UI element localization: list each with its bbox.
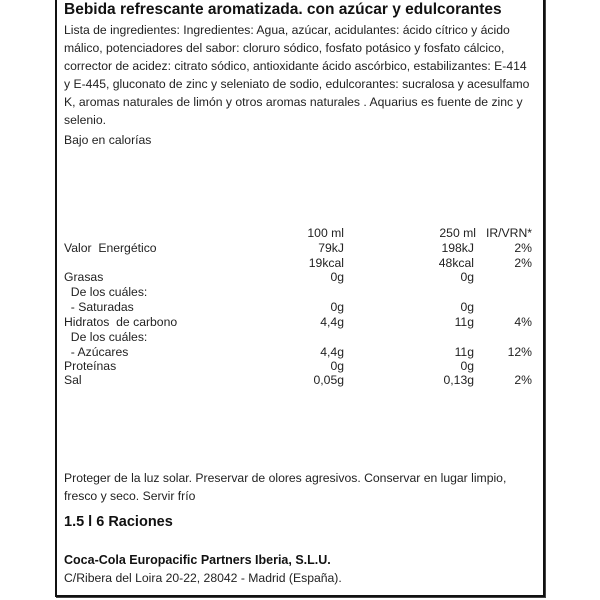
value-ir-vrn: 4% (514, 315, 532, 329)
value-250ml: 48kcal (438, 256, 474, 270)
nutrient-name: Hidratos de carbono (64, 315, 178, 329)
header-100ml: 100 ml (307, 226, 344, 240)
value-100ml: 19kcal (308, 256, 344, 270)
value-ir-vrn: 2% (514, 241, 532, 255)
company-address: C/Ribera del Loira 20-22, 28042 - Madrid… (64, 571, 342, 585)
nutrition-row: Valor Energético 79kJ 198kJ 2% (64, 241, 534, 256)
nutrient-name: Sal (64, 373, 82, 387)
nutrition-row: Proteínas 0g 0g (64, 359, 534, 374)
value-100ml: 0,05g (313, 373, 345, 387)
value-100ml: 79kJ (318, 241, 344, 255)
value-250ml: 11g (454, 345, 474, 359)
package-size: 1.5 l 6 Raciones (64, 514, 173, 530)
nutrient-name: - Azúcares (64, 345, 129, 359)
nutrient-name: - Saturadas (64, 300, 134, 314)
value-ir-vrn: 2% (514, 256, 532, 270)
value-250ml: 198kJ (441, 241, 474, 255)
header-ir-vrn: IR/VRN* (485, 226, 532, 240)
value-ir-vrn: 12% (507, 345, 532, 359)
product-title: Bebida refrescante aromatizada. con azúc… (64, 1, 502, 18)
value-250ml: 0,13g (443, 373, 475, 387)
nutrient-name: De los cuáles: (64, 285, 148, 299)
value-ir-vrn: 2% (514, 373, 532, 387)
value-100ml: 0g (330, 300, 344, 314)
value-250ml: 0g (460, 270, 474, 284)
nutrition-row: De los cuáles: (64, 285, 534, 300)
value-100ml: 0g (330, 359, 344, 373)
nutrition-row: - Azúcares 4,4g 11g 12% (64, 345, 534, 360)
calorie-claim: Bajo en calorías (64, 133, 152, 147)
nutrition-row: 19kcal 48kcal 2% (64, 256, 534, 271)
nutrition-row: - Saturadas 0g 0g (64, 300, 534, 315)
nutrition-row: Hidratos de carbono 4,4g 11g 4% (64, 315, 534, 330)
nutrient-name: Valor Energético (64, 241, 157, 255)
value-100ml: 4,4g (320, 315, 344, 329)
label-frame (55, 0, 545, 597)
nutrient-name: Proteínas (64, 359, 117, 373)
value-100ml: 0g (330, 270, 344, 284)
value-250ml: 11g (454, 315, 474, 329)
nutrition-row: Grasas 0g 0g (64, 270, 534, 285)
value-250ml: 0g (460, 300, 474, 314)
value-250ml: 0g (460, 359, 474, 373)
nutrition-header: 100 ml 250 ml IR/VRN* (64, 226, 534, 241)
storage-instructions: Proteger de la luz solar. Preservar de o… (64, 471, 507, 503)
header-250ml: 250 ml (439, 226, 476, 240)
nutrient-name: De los cuáles: (64, 330, 148, 344)
value-100ml: 4,4g (320, 345, 344, 359)
ingredients-list: Lista de ingredientes: Ingredientes: Agu… (64, 23, 530, 127)
nutrition-row: Sal 0,05g 0,13g 2% (64, 373, 534, 388)
nutrient-name: Grasas (64, 270, 104, 284)
company-name: Coca-Cola Europacific Partners Iberia, S… (64, 553, 331, 567)
nutrition-row: De los cuáles: (64, 330, 534, 345)
